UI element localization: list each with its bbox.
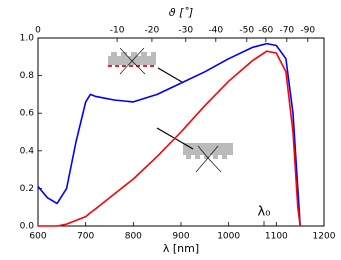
- y-tick-label: 0.4: [20, 146, 35, 156]
- top-tick-label: -20: [145, 26, 160, 36]
- inset-grating: [156, 127, 233, 173]
- y-tick-label: 0.2: [20, 184, 34, 194]
- series-line: [38, 50, 301, 227]
- x-tick-label: 700: [77, 232, 94, 242]
- x-tick-label: 900: [172, 232, 189, 242]
- y-tick-label: 0.6: [20, 109, 35, 119]
- top-tick-label: -90: [300, 26, 315, 36]
- x-axis-label: λ [nm]: [163, 242, 199, 255]
- y-tick-label: 0.0: [20, 222, 35, 232]
- top-tick-label: -60: [258, 26, 273, 36]
- y-tick-label: 0.8: [20, 71, 35, 81]
- x-tick-label: 800: [125, 232, 142, 242]
- top-tick-label: -40: [208, 26, 223, 36]
- inset-structured: [108, 47, 183, 83]
- top-tick-label: -70: [279, 26, 294, 36]
- top-tick-label: 0: [35, 26, 41, 36]
- x-tick-label: 1200: [313, 232, 336, 242]
- x-tick-label: 600: [29, 232, 46, 242]
- top-tick-label: -10: [110, 26, 125, 36]
- x-tick-label: 1000: [217, 232, 240, 242]
- x-tick-label: 1100: [265, 232, 288, 242]
- annotation: λ₀: [258, 205, 271, 220]
- top-tick-label: -30: [178, 26, 193, 36]
- top-axis-label: ϑ [˚]: [169, 6, 193, 19]
- y-tick-label: 1.0: [20, 34, 35, 44]
- series-line: [37, 42, 301, 227]
- top-tick-label: -50: [239, 26, 254, 36]
